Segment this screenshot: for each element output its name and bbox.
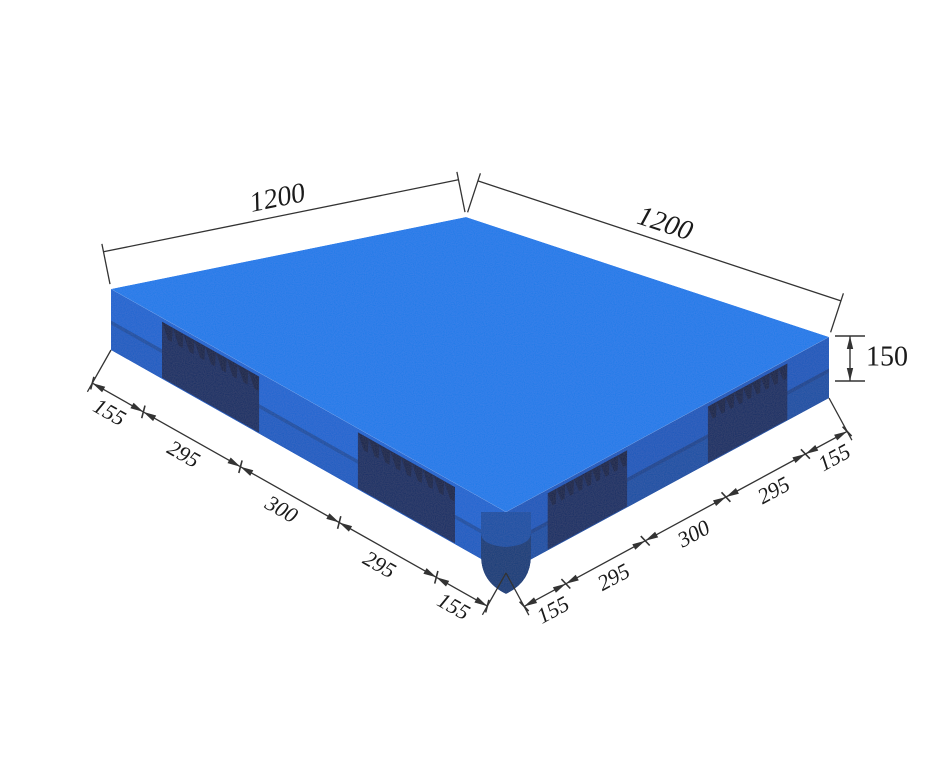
svg-text:150: 150 [866, 341, 908, 372]
